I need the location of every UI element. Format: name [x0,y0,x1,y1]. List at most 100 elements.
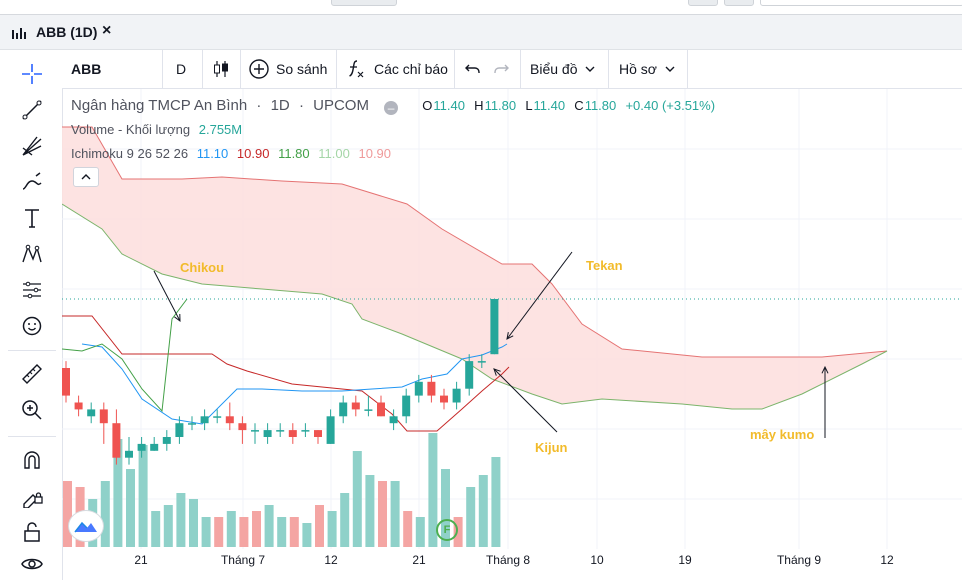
candle-body [465,361,474,389]
xaxis-label: Tháng 8 [485,553,531,567]
profile-label: Hồ sơ [619,61,657,77]
compare-button[interactable]: So sánh [248,50,327,88]
xaxis-label: 19 [678,553,692,567]
collapse-legend-button[interactable] [73,167,99,187]
volume-bar [226,511,236,547]
top-pill [688,0,718,6]
candle-body [213,416,222,418]
volume-bar [176,493,186,547]
ruler-icon[interactable] [18,360,46,388]
volume-bar [428,433,438,547]
candle-body [175,423,184,437]
tab-bar: ABB (1D) × [0,15,962,50]
kijun-value: 10.90 [236,146,270,161]
volume-bar [302,523,312,547]
chart-type-dropdown[interactable]: Biểu đồ [530,50,595,88]
redo-icon[interactable] [492,50,510,88]
top-pill [760,0,962,6]
xaxis-label: 21 [134,553,148,567]
lock-drawing-icon[interactable] [18,482,46,510]
tool-separator [8,436,56,437]
tenkan-value: 11.10 [196,146,229,161]
volume-bar [365,475,375,547]
price-chart[interactable] [62,89,962,580]
pattern-icon[interactable] [18,240,46,268]
interval-button[interactable]: D [176,61,187,77]
arrow-kijun-head [493,368,501,376]
annotation-tekan: Tekan [586,258,623,273]
candle-body [251,430,259,432]
prediction-icon[interactable] [18,276,46,304]
candle-body [74,402,83,410]
top-pill [724,0,754,6]
logo-icon [74,521,97,533]
tradingview-logo[interactable] [68,510,104,542]
undo-icon[interactable] [464,50,482,88]
candle-body [276,430,285,432]
ichimoku-label: Ichimoku 9 26 52 26 [71,146,189,161]
candle-body [314,430,322,437]
candle-body [301,430,310,432]
candle-body [339,402,348,417]
indicators-button[interactable]: Các chỉ báo [346,50,448,88]
xaxis-label: 21 [412,553,426,567]
candle-body [440,395,448,403]
eye-icon[interactable] [18,550,46,578]
zoom-in-icon[interactable] [18,396,46,424]
close-icon[interactable]: × [102,22,112,39]
span-b-value: 10.90 [358,146,392,161]
xaxis-label: Tháng 7 [220,553,266,567]
span-b-line [62,126,888,358]
annotation-arrows [153,251,829,438]
tab-title[interactable]: ABB (1D) [36,24,98,40]
plus-circle-icon [249,59,269,79]
volume-bar [113,439,123,547]
trend-line-icon[interactable] [18,96,46,124]
magnet-icon[interactable] [18,446,46,474]
candle-body [477,361,486,363]
candles-icon[interactable] [212,50,230,88]
financials-badge[interactable]: F [436,519,458,541]
volume-bar [289,517,299,547]
toolbar-separator [162,50,163,88]
brush-icon[interactable] [18,168,46,196]
volume-bar [277,517,287,547]
emoji-icon[interactable] [18,312,46,340]
volume-bar [415,517,425,547]
volume-bar [201,517,211,547]
candle-body [225,416,234,424]
arrow-kijun [493,368,558,433]
volume-bar [453,517,463,547]
candle-body [414,381,423,396]
volume-bar [378,481,387,547]
legend-interval: 1D [270,97,290,114]
crosshair-icon[interactable] [18,60,46,88]
gann-fan-icon[interactable] [18,132,46,160]
drawing-toolbar [0,50,63,580]
candle-body [402,395,411,417]
hide-icon[interactable]: – [384,101,399,115]
candlesticks [62,299,499,465]
volume-bar [100,481,110,547]
symbol-search[interactable]: ABB [71,61,102,77]
volume-bar [138,445,148,547]
volume-label: Volume - Khối lượng [71,122,191,137]
xaxis-label: 12 [324,553,338,567]
volume-bar [466,487,476,547]
low-label: L [525,98,533,113]
change-value: +0.40 (+3.51%) [625,98,716,113]
tool-separator [8,350,56,351]
volume-bar [63,481,72,547]
cloud-area [62,127,887,409]
tenkan-line [81,343,508,425]
legend-exchange: UPCOM [313,97,369,114]
text-icon[interactable] [18,204,46,232]
toolbar-separator [608,50,609,88]
candle-body [288,430,297,437]
annotation-kumo: mây kumo [750,427,815,442]
arrow-kumo-head [821,365,829,374]
profile-dropdown[interactable]: Hồ sơ [619,50,675,88]
volume-bar [163,505,173,547]
lock-icon[interactable] [18,518,46,546]
volume-bar [352,451,362,547]
